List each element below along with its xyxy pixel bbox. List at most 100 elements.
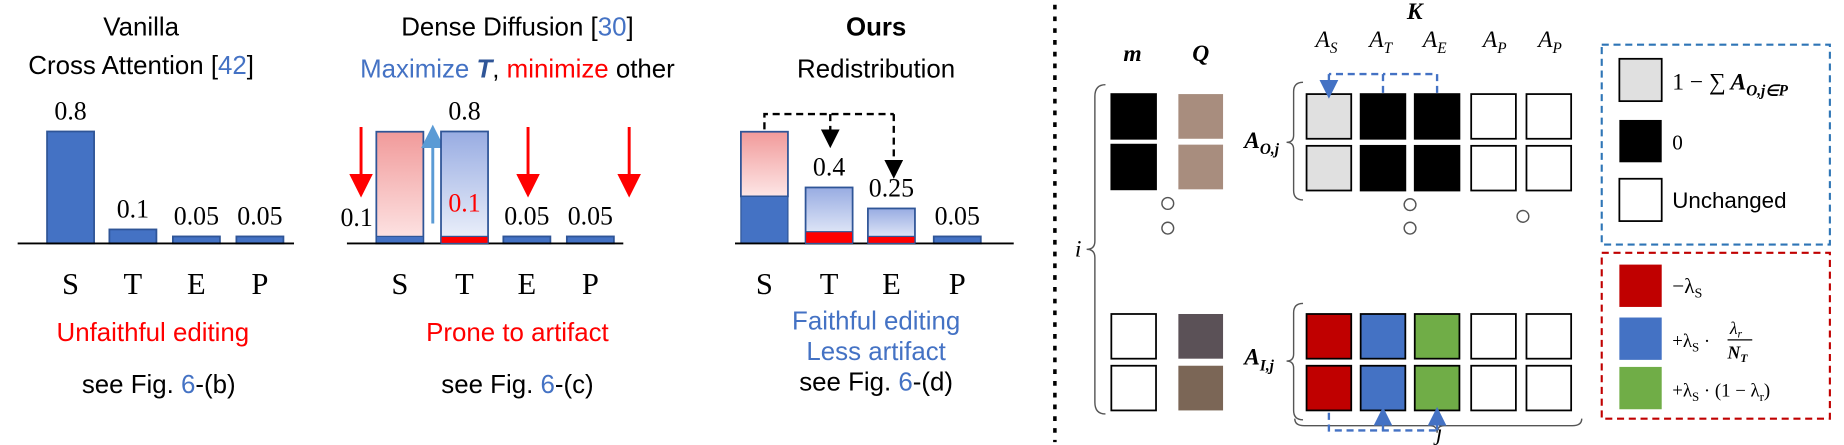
k-label: K: [1406, 0, 1424, 25]
legend-swatch: [1618, 177, 1663, 222]
base-bar: [740, 195, 789, 245]
part: S: [1694, 286, 1702, 302]
sub: O,j: [1260, 141, 1280, 158]
part: r: [1738, 328, 1743, 341]
col-head: AE: [1421, 27, 1447, 57]
base: A: [1421, 27, 1438, 53]
part: S: [1692, 389, 1699, 404]
part: A: [1729, 69, 1747, 95]
dot: [1161, 221, 1175, 235]
legend-text: −λS: [1672, 274, 1702, 302]
dot: [1516, 209, 1530, 223]
part: λ: [1729, 318, 1738, 338]
caption: Prone to artifact: [426, 319, 609, 347]
base: A: [1242, 128, 1260, 154]
column-headers: AS AT AE AP AP: [1314, 27, 1562, 57]
title-part: Cross Attention [: [28, 52, 218, 80]
bar: [46, 130, 95, 245]
legend-text: Unchanged: [1672, 188, 1786, 213]
cell: [1470, 144, 1517, 192]
see-part: see Fig.: [799, 368, 898, 396]
sub: I,j: [1259, 357, 1275, 374]
see-ref: see Fig. 6-(c): [441, 371, 593, 399]
sub: P: [1496, 40, 1506, 57]
part: ): [1764, 380, 1770, 401]
ghost-bar: [740, 130, 789, 198]
value-label: 0.1: [117, 195, 149, 224]
title: Ours: [846, 13, 906, 41]
part: · (1 − λ: [1699, 380, 1760, 401]
cell: [1305, 144, 1353, 192]
col-head: AP: [1536, 27, 1562, 57]
category-label: T: [455, 267, 474, 301]
col-head: AS: [1314, 27, 1338, 57]
caption: Unfaithful editing: [57, 319, 250, 347]
bars: S T E P 0.8 0.1 0.05 0.05 S T E P 0.1 0.8 0.05 0.05 S T E P…: [17, 97, 1014, 301]
brace: [1294, 418, 1583, 433]
cell: [1525, 93, 1573, 140]
legend-swatch: [1619, 366, 1662, 410]
dot: [1403, 198, 1417, 212]
cell: [1178, 94, 1224, 139]
bar: [108, 228, 158, 245]
see-part: see Fig.: [441, 371, 540, 399]
dot: [1161, 196, 1175, 211]
see-part: 6: [898, 368, 912, 396]
diagram: m Q K AS AT AE AP AP AO,j AI,j i j: [1075, 0, 1831, 445]
row-label: AI,j: [1242, 345, 1274, 375]
category-label: T: [820, 267, 839, 301]
bar: [932, 235, 982, 245]
sub: T: [1384, 40, 1394, 57]
arrow: [1328, 72, 1385, 93]
cell: [1178, 365, 1224, 411]
base: A: [1367, 27, 1384, 53]
category-label: P: [949, 267, 966, 301]
legend-text: 1 − ∑ AO,j∈P: [1672, 69, 1788, 99]
q-label: Q: [1192, 41, 1209, 67]
legend-text: +λS · (1 − λr): [1672, 380, 1770, 404]
legend-swatch: [1619, 264, 1662, 307]
i-label: i: [1075, 236, 1082, 262]
legend-text: 0: [1672, 130, 1683, 154]
ghost-bar: [375, 130, 425, 245]
title: Cross Attention [42]: [28, 52, 254, 80]
category-label: P: [251, 267, 268, 301]
legend-swatch: [1619, 119, 1662, 163]
cells: [1110, 93, 1573, 412]
caption: Less artifact: [806, 338, 945, 366]
arrow: [1382, 72, 1439, 93]
cell: [1305, 93, 1353, 140]
titles: Vanilla Cross Attention [42] Dense Diffu…: [28, 13, 960, 399]
part: r: [1760, 389, 1765, 404]
cell: [1110, 93, 1157, 140]
category-label: E: [882, 267, 901, 301]
part: +λ: [1672, 380, 1693, 401]
category-label: E: [518, 267, 537, 301]
dots-braces: [1086, 81, 1583, 433]
arrow: [763, 112, 894, 130]
cell: [1305, 364, 1353, 412]
inner-label: 0.1: [448, 189, 480, 218]
see-part: -(d): [913, 368, 953, 396]
dot: [1403, 221, 1417, 235]
legend-text: NT: [1727, 343, 1749, 366]
legend-swatch: [1618, 57, 1663, 103]
cell: [1525, 313, 1573, 360]
value-label: 0.25: [869, 174, 914, 203]
title-part: other: [609, 56, 676, 84]
category-label: S: [391, 267, 408, 301]
value-label: 0.8: [54, 97, 86, 126]
ref: 30: [598, 13, 627, 41]
see-part: 6: [540, 371, 554, 399]
part: −λ: [1672, 274, 1695, 298]
base: A: [1481, 27, 1498, 53]
red-strip: [440, 235, 489, 245]
value-label: 0.1: [340, 203, 372, 232]
base: A: [1242, 345, 1260, 371]
title: Vanilla: [103, 13, 179, 41]
value-label: 0.05: [174, 202, 219, 231]
category-label: S: [756, 267, 773, 301]
ref: 42: [218, 52, 247, 80]
title: Dense Diffusion [30]: [401, 13, 633, 41]
category-label: P: [582, 267, 599, 301]
